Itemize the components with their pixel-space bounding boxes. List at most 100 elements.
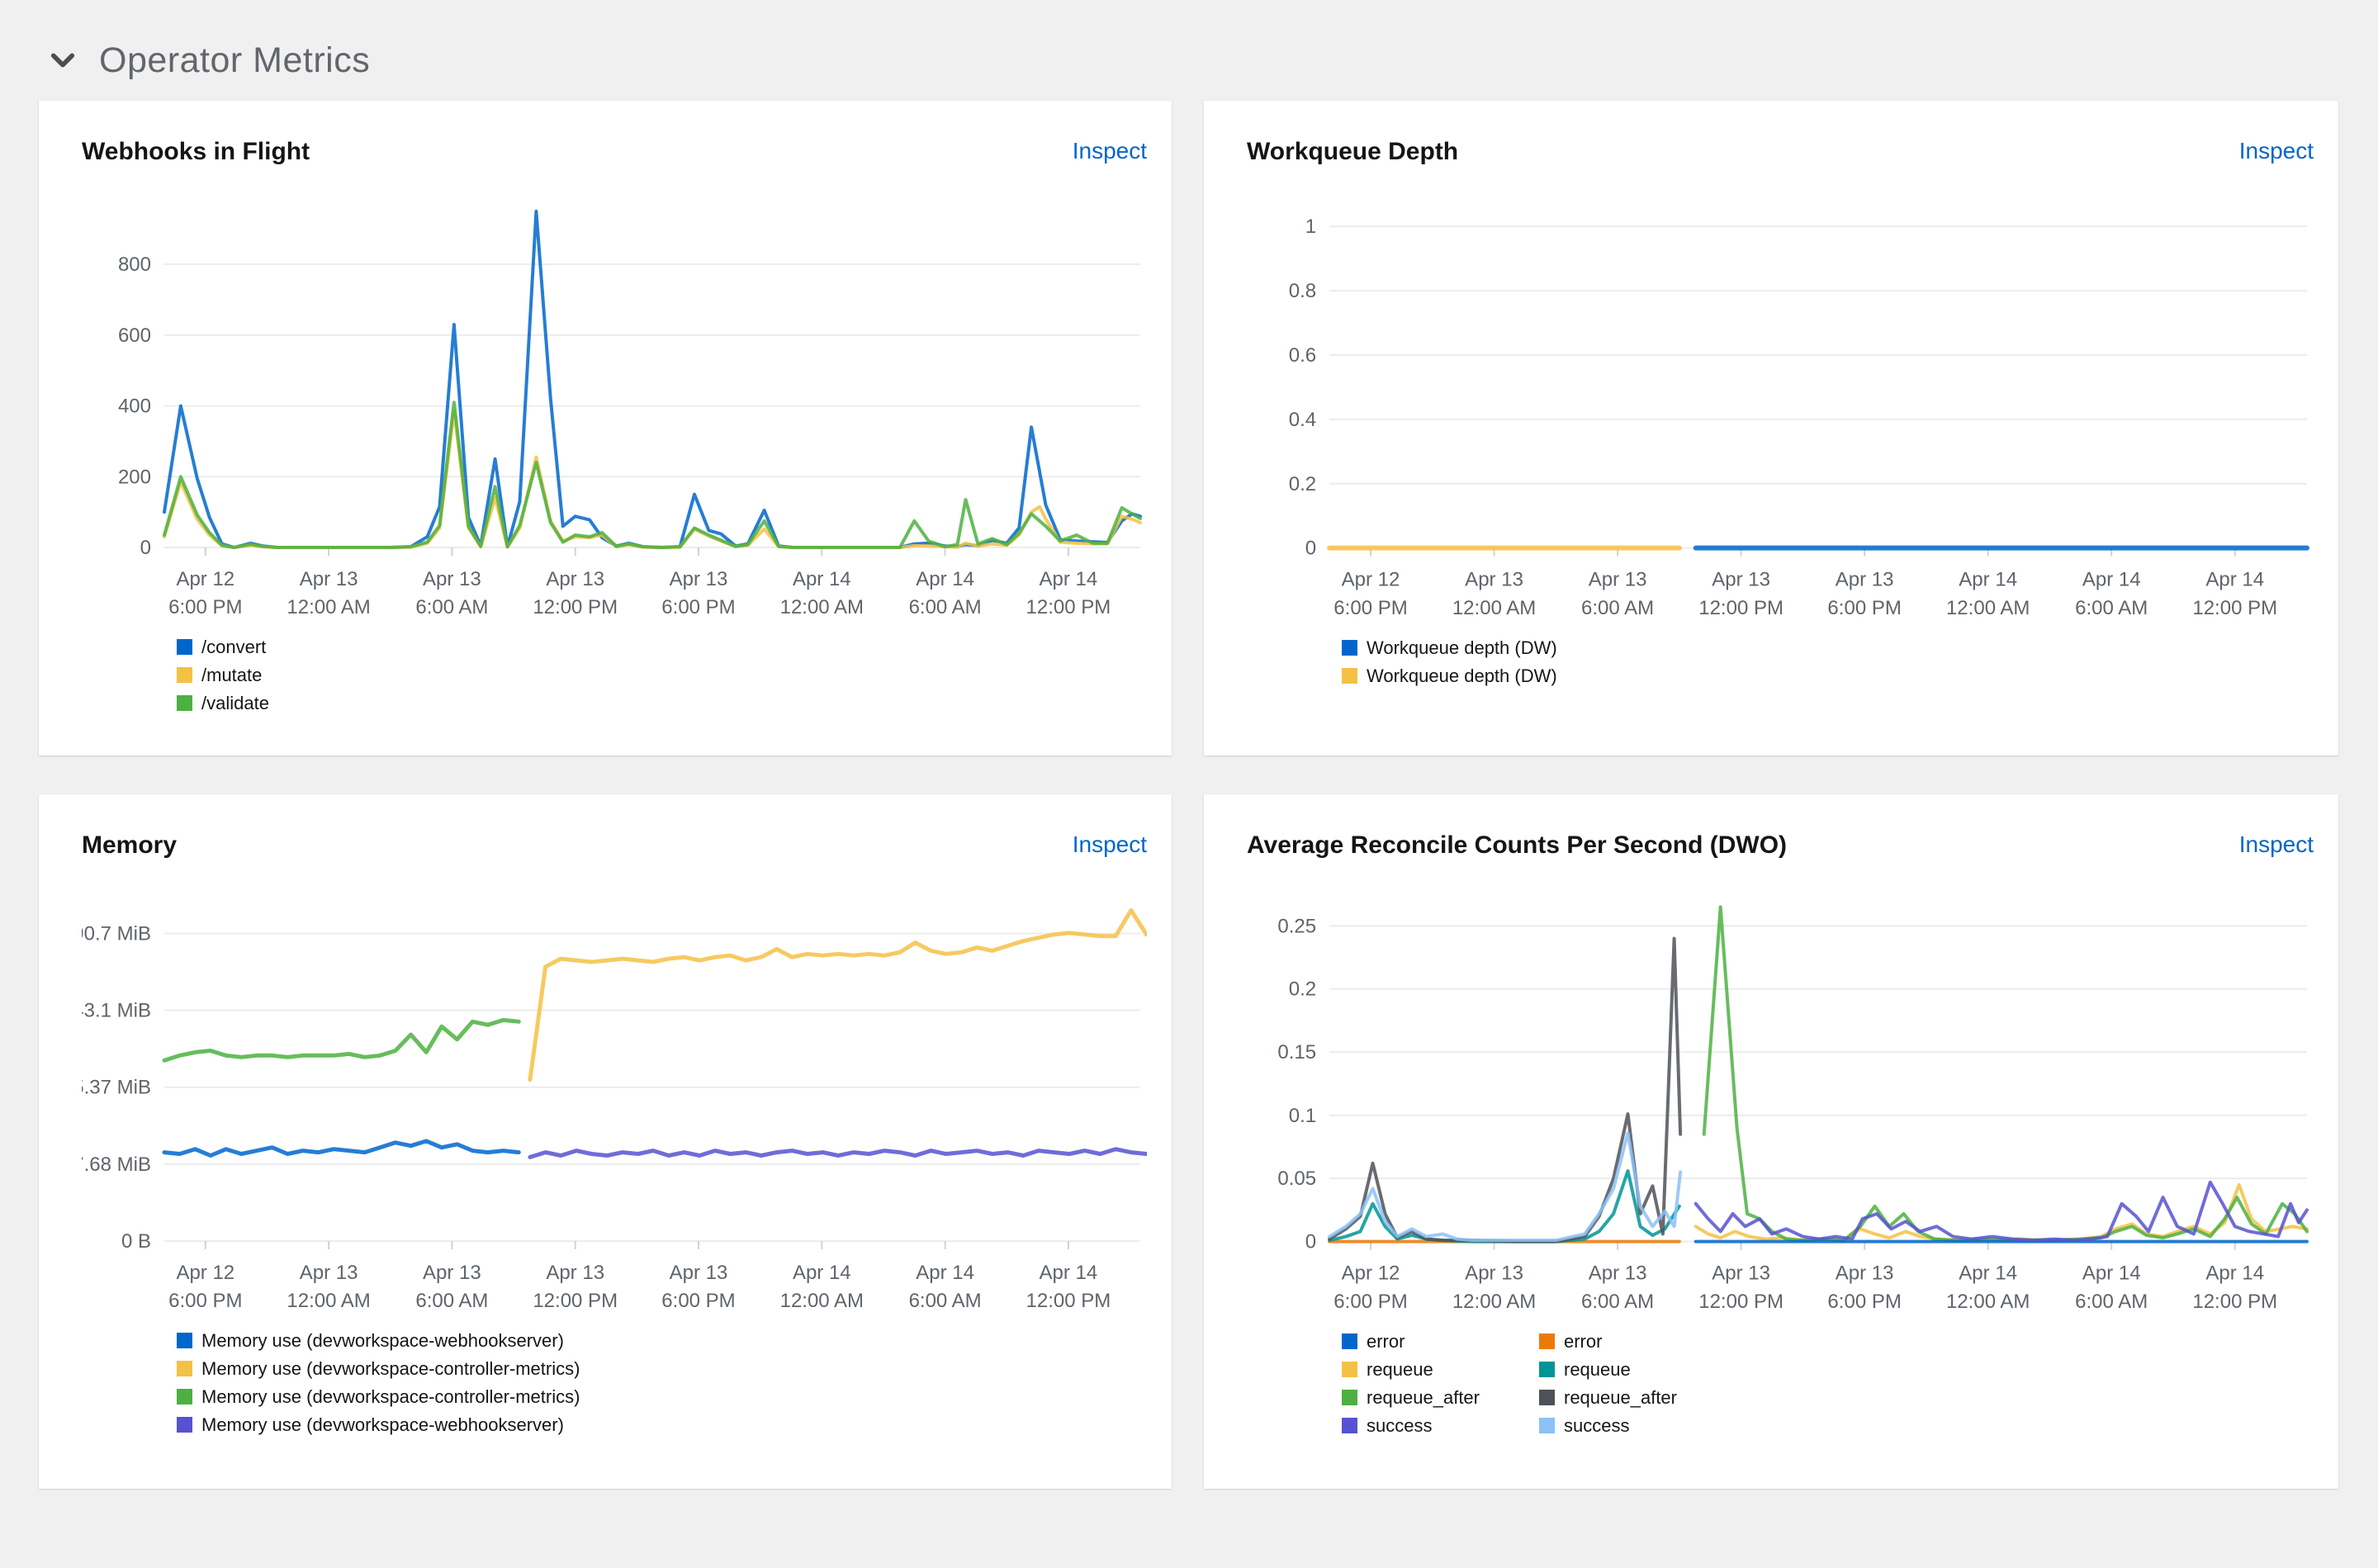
- svg-text:0.05: 0.05: [1277, 1168, 1316, 1190]
- svg-text:6:00 PM: 6:00 PM: [661, 1290, 735, 1312]
- legend-color-swatch: [1342, 1361, 1357, 1377]
- svg-text:12:00 PM: 12:00 PM: [2192, 597, 2277, 619]
- svg-text:6:00 PM: 6:00 PM: [168, 1290, 242, 1312]
- svg-text:0.6: 0.6: [1289, 344, 1316, 367]
- svg-text:6:00 AM: 6:00 AM: [415, 596, 488, 618]
- legend-item: error: [1539, 1332, 1677, 1350]
- legend-item: requeue_after: [1539, 1388, 1677, 1406]
- svg-text:0.25: 0.25: [1277, 915, 1316, 937]
- legend-color-swatch: [1342, 667, 1357, 684]
- legend-item: success: [1342, 1416, 1480, 1434]
- svg-text:Apr 13: Apr 13: [300, 1262, 358, 1284]
- svg-text:6:00 PM: 6:00 PM: [168, 596, 242, 618]
- legend-item: Memory use (devworkspace-webhookserver): [177, 1330, 580, 1351]
- svg-text:Apr 13: Apr 13: [423, 1262, 481, 1284]
- svg-text:Apr 12: Apr 12: [176, 568, 234, 590]
- chart-average-reconcile-counts[interactable]: 0 0.05 0.1 0.15 0.2 0.25 Apr 12 6:00 PM Apr 13 12…: [1247, 878, 2314, 1324]
- legend-color-swatch: [1342, 1333, 1357, 1349]
- svg-text:Apr 13: Apr 13: [1712, 1262, 1770, 1285]
- legend-color-swatch: [1342, 639, 1357, 656]
- legend-label: error: [1367, 1330, 1405, 1352]
- chevron-down-icon[interactable]: [48, 45, 78, 75]
- inspect-link[interactable]: Inspect: [1072, 831, 1147, 857]
- svg-text:47.68 MiB: 47.68 MiB: [82, 1153, 151, 1176]
- legend-item: requeue: [1539, 1360, 1677, 1378]
- svg-text:1: 1: [1305, 216, 1316, 238]
- svg-text:190.7 MiB: 190.7 MiB: [82, 923, 151, 945]
- svg-text:Apr 13: Apr 13: [1589, 569, 1647, 591]
- inspect-link[interactable]: Inspect: [2238, 138, 2314, 163]
- legend-label: Memory use (devworkspace-webhookserver): [201, 1414, 564, 1435]
- svg-text:Apr 13: Apr 13: [1465, 569, 1523, 591]
- svg-text:0.1: 0.1: [1289, 1105, 1316, 1127]
- svg-text:Apr 12: Apr 12: [1342, 1262, 1400, 1285]
- svg-text:Apr 14: Apr 14: [1959, 569, 2017, 591]
- svg-text:12:00 PM: 12:00 PM: [533, 1290, 618, 1312]
- legend-color-swatch: [177, 639, 192, 655]
- svg-text:6:00 PM: 6:00 PM: [1333, 597, 1407, 619]
- panel-title: Memory: [82, 831, 178, 859]
- svg-text:6:00 AM: 6:00 AM: [2075, 1291, 2148, 1313]
- svg-text:600: 600: [118, 324, 151, 347]
- svg-text:Apr 14: Apr 14: [2082, 569, 2141, 591]
- legend-item: Memory use (devworkspace-controller-metr…: [177, 1360, 580, 1378]
- svg-text:200: 200: [118, 466, 151, 488]
- svg-text:12:00 AM: 12:00 AM: [1946, 597, 2030, 619]
- inspect-link[interactable]: Inspect: [1072, 138, 1147, 163]
- svg-text:Apr 14: Apr 14: [2205, 569, 2264, 591]
- svg-text:Apr 13: Apr 13: [1836, 569, 1894, 591]
- svg-text:12:00 PM: 12:00 PM: [1026, 596, 1111, 618]
- legend-memory: Memory use (devworkspace-webhookserver) M…: [177, 1330, 1147, 1435]
- chart-webhooks-in-flight[interactable]: 0 200 400 600 800 Apr 12 6:00 PM Apr 13 12:00 AM…: [82, 184, 1147, 630]
- legend-item: /mutate: [177, 665, 269, 685]
- legend-label: /mutate: [201, 665, 263, 685]
- svg-text:6:00 AM: 6:00 AM: [909, 596, 982, 618]
- svg-text:Apr 13: Apr 13: [670, 568, 728, 590]
- svg-text:0.4: 0.4: [1289, 409, 1316, 431]
- svg-text:12:00 AM: 12:00 AM: [287, 596, 370, 618]
- svg-text:Apr 12: Apr 12: [1342, 569, 1400, 591]
- svg-text:143.1 MiB: 143.1 MiB: [82, 1000, 151, 1022]
- chart-memory[interactable]: 0 B 47.68 MiB 95.37 MiB 143.1 MiB 190.7 MiB A…: [82, 878, 1147, 1324]
- legend-item: /convert: [177, 638, 269, 656]
- svg-text:0: 0: [1305, 1231, 1316, 1253]
- svg-text:6:00 PM: 6:00 PM: [661, 596, 735, 618]
- legend-color-swatch: [1342, 1389, 1357, 1405]
- svg-text:6:00 AM: 6:00 AM: [415, 1290, 488, 1312]
- svg-text:Apr 14: Apr 14: [793, 1262, 851, 1284]
- svg-text:Apr 14: Apr 14: [916, 1262, 974, 1284]
- svg-text:12:00 AM: 12:00 AM: [780, 596, 864, 618]
- svg-text:6:00 AM: 6:00 AM: [1581, 597, 1654, 619]
- svg-text:400: 400: [118, 396, 151, 418]
- svg-text:0: 0: [140, 537, 151, 559]
- legend-color-swatch: [1539, 1361, 1555, 1377]
- legend-workqueue-depth: Workqueue depth (DW) Workqueue depth (DW): [1342, 638, 2314, 706]
- svg-text:Apr 14: Apr 14: [2082, 1262, 2141, 1285]
- legend-label: Memory use (devworkspace-controller-metr…: [201, 1386, 580, 1407]
- svg-text:Apr 13: Apr 13: [1836, 1262, 1894, 1285]
- panel-average-reconcile-counts: Average Reconcile Counts Per Second (DWO…: [1204, 794, 2338, 1489]
- svg-text:0.8: 0.8: [1289, 280, 1316, 302]
- legend-item: success: [1539, 1416, 1677, 1434]
- inspect-link[interactable]: Inspect: [2238, 831, 2314, 857]
- svg-text:Apr 14: Apr 14: [793, 568, 851, 590]
- svg-text:0.2: 0.2: [1289, 473, 1316, 495]
- svg-text:12:00 AM: 12:00 AM: [1452, 597, 1536, 619]
- legend-label: /convert: [201, 637, 267, 657]
- section-title[interactable]: Operator Metrics: [99, 40, 371, 80]
- legend-color-swatch: [177, 695, 192, 711]
- svg-text:0: 0: [1305, 538, 1316, 560]
- svg-text:Apr 13: Apr 13: [546, 568, 604, 590]
- legend-label: requeue: [1367, 1358, 1433, 1380]
- legend-color-swatch: [1539, 1333, 1555, 1349]
- panel-workqueue-depth: Workqueue Depth Inspect 0 0.2 0.4 0.6 0.8 1 Ap…: [1204, 101, 2338, 756]
- legend-label: Memory use (devworkspace-webhookserver): [201, 1330, 564, 1351]
- svg-text:Apr 14: Apr 14: [1040, 568, 1098, 590]
- svg-text:Apr 13: Apr 13: [1589, 1262, 1647, 1285]
- legend-item: Workqueue depth (DW): [1342, 666, 1557, 685]
- svg-text:6:00 PM: 6:00 PM: [1827, 597, 1901, 619]
- chart-workqueue-depth[interactable]: 0 0.2 0.4 0.6 0.8 1 Apr 12 6:00 PM Apr 13 12:00 A…: [1247, 184, 2314, 631]
- svg-text:Apr 13: Apr 13: [423, 568, 481, 590]
- svg-text:6:00 AM: 6:00 AM: [2075, 597, 2148, 619]
